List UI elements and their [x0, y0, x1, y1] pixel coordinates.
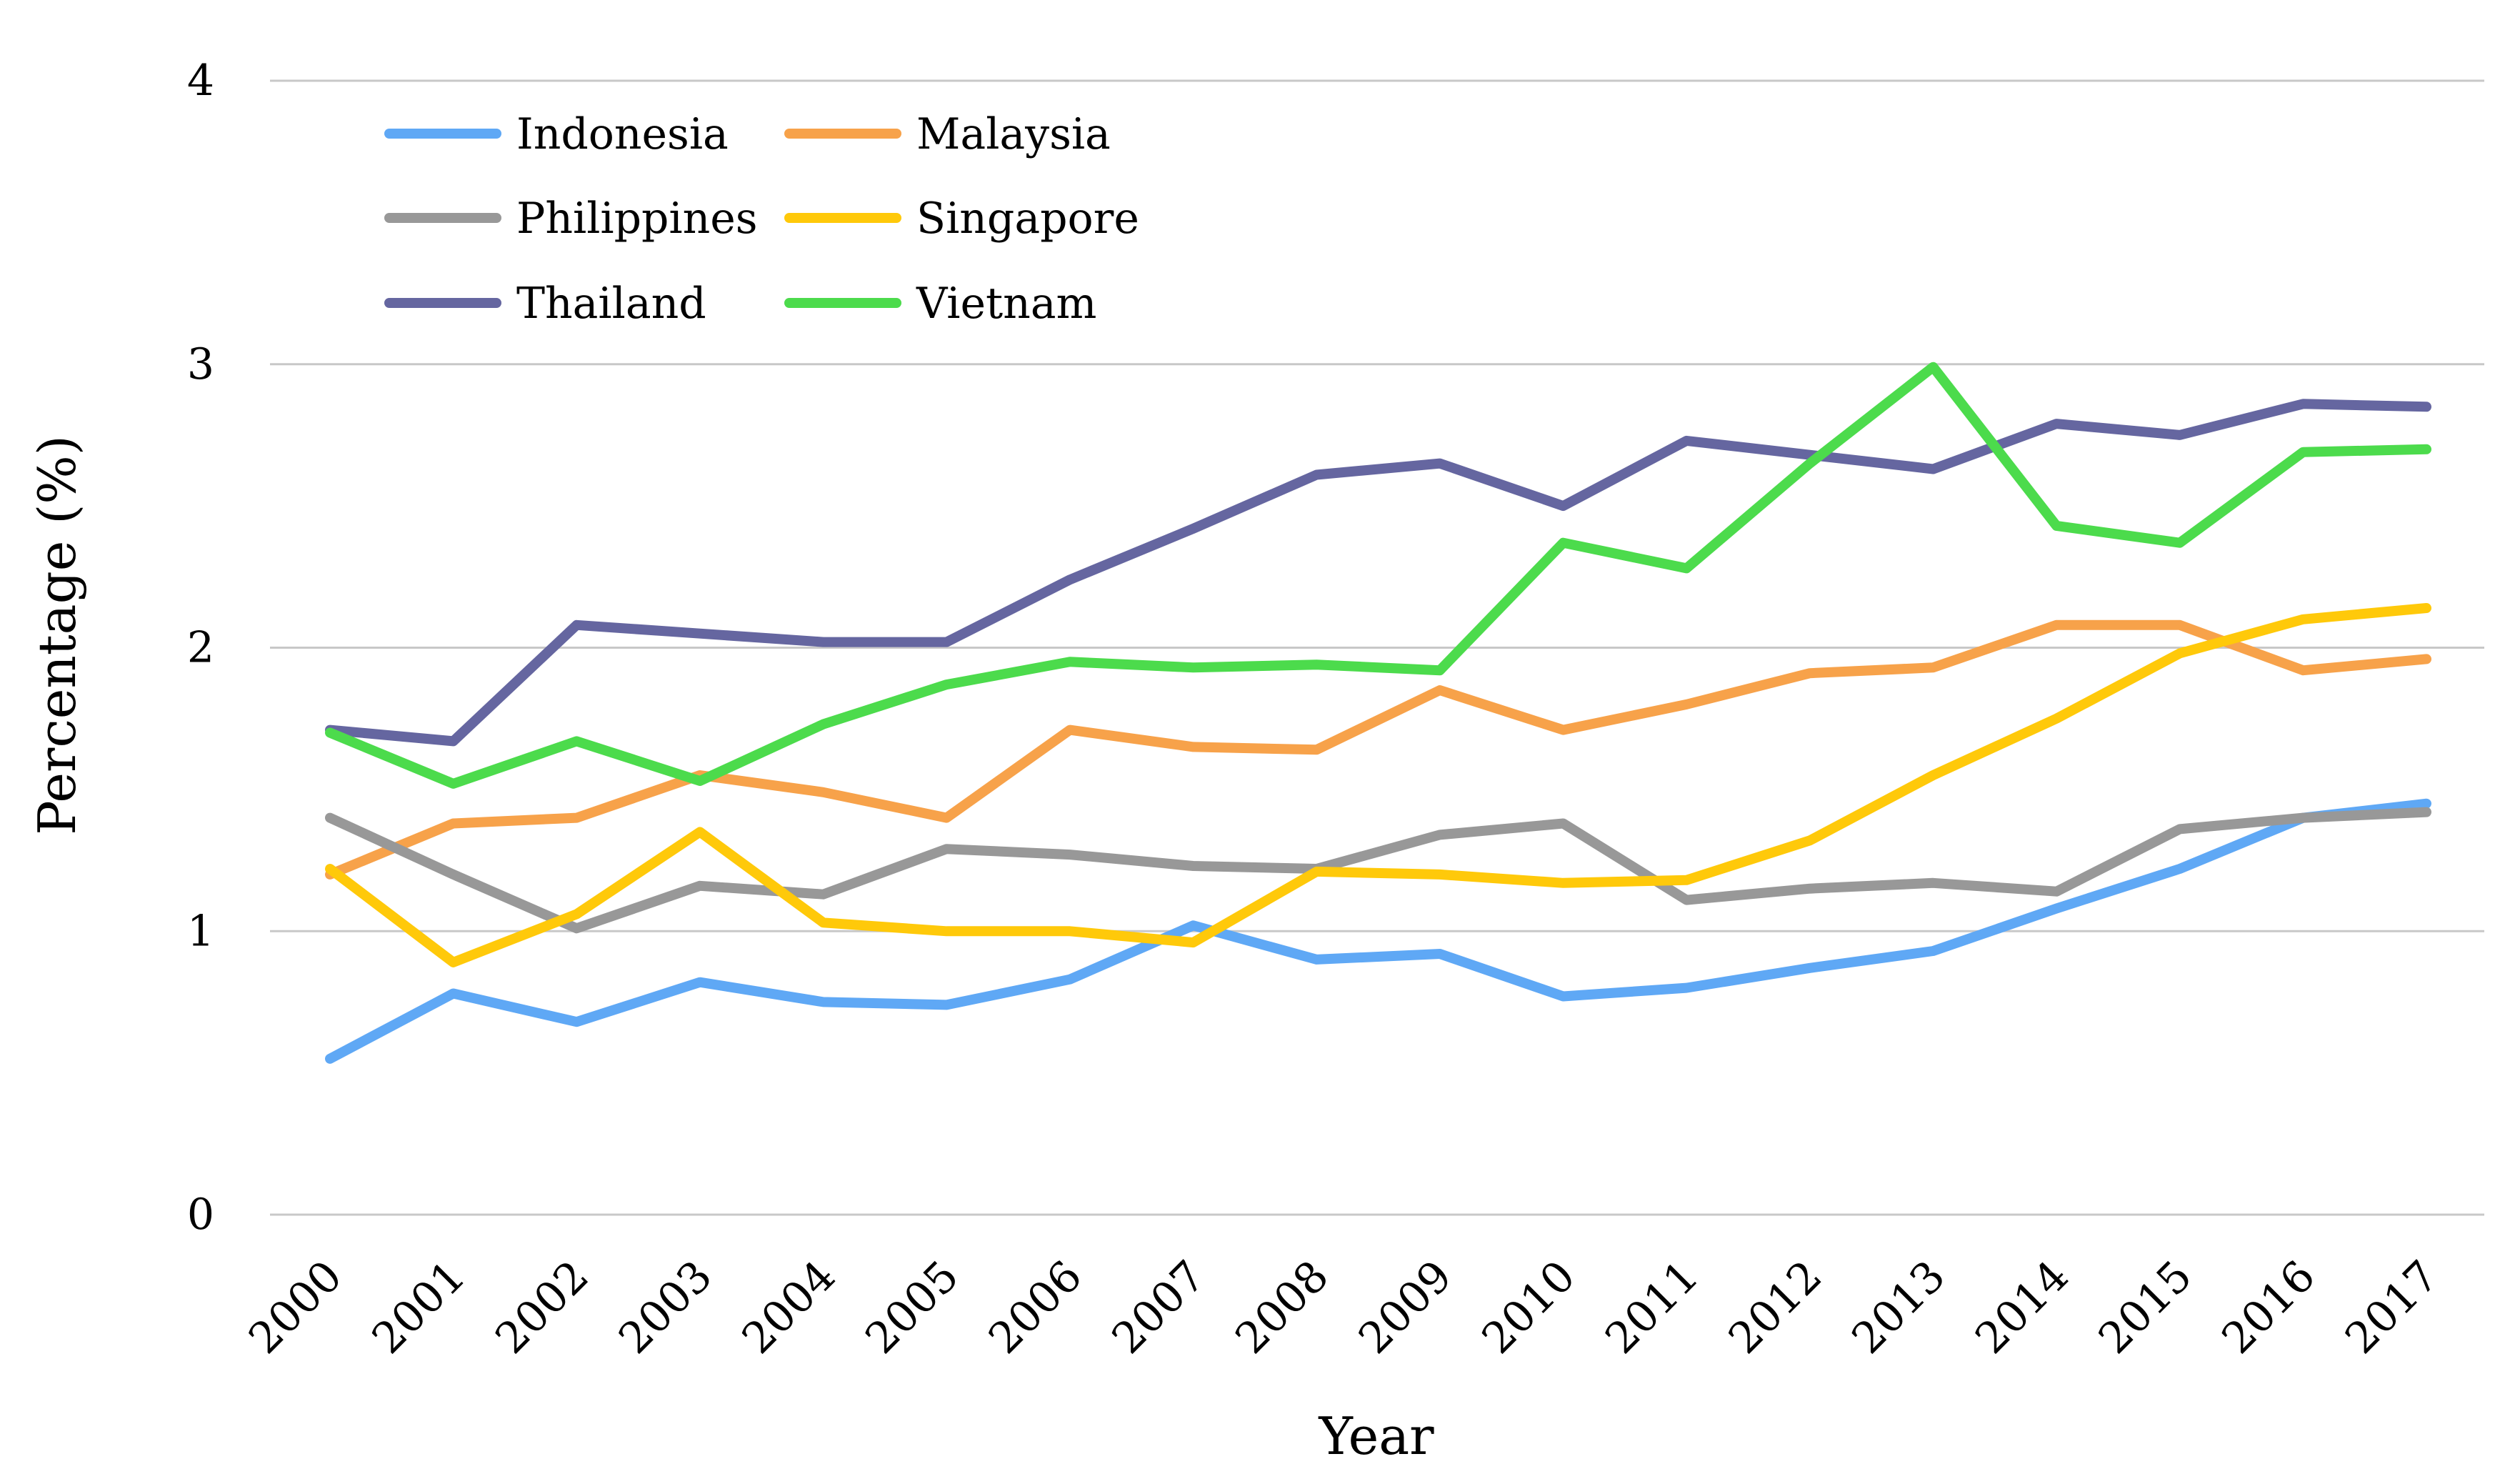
series-line-vietnam [325, 362, 2431, 789]
x-tick-label: 2014 [1966, 1251, 2078, 1363]
y-tick-label: 2 [187, 623, 214, 673]
x-tick-label: 2011 [1596, 1251, 1708, 1363]
x-tick-label: 2009 [1349, 1251, 1461, 1363]
x-tick-label: 2000 [239, 1251, 351, 1363]
y-axis-title: Percentage (%) [27, 435, 87, 835]
legend-label-malaysia: Malaysia [916, 109, 1111, 159]
legend-label-vietnam: Vietnam [916, 279, 1096, 329]
series-line-philippines [325, 807, 2431, 934]
x-tick-label: 2007 [1103, 1251, 1215, 1363]
legend-label-singapore: Singapore [916, 194, 1139, 244]
x-tick-label: 2004 [733, 1251, 845, 1363]
legend: Indonesia Malaysia Philippines Singapore Tha… [384, 109, 1139, 329]
y-tick-label: 0 [187, 1190, 214, 1240]
legend-label-thailand: Thailand [516, 279, 706, 329]
legend-label-indonesia: Indonesia [516, 109, 729, 159]
x-tick-label: 2006 [979, 1251, 1091, 1363]
x-tick-label: 2005 [856, 1251, 968, 1363]
x-tick-label: 2016 [2212, 1251, 2324, 1363]
x-tick-label: 2017 [2336, 1251, 2448, 1363]
x-axis-title: Year [1318, 1406, 1434, 1466]
gridlines [270, 79, 2484, 1216]
x-tick-label: 2010 [1473, 1251, 1585, 1363]
y-tick-label: 3 [187, 339, 214, 389]
x-tick-label: 2012 [1719, 1251, 1831, 1363]
series-line-singapore [325, 603, 2431, 967]
x-axis-ticks: 2000 2001 2002 2003 2004 2005 2006 2007 2008 2009… [239, 1251, 2448, 1363]
x-tick-label: 2008 [1226, 1251, 1338, 1363]
legend-label-philippines: Philippines [516, 194, 758, 244]
x-tick-label: 2013 [1843, 1251, 1955, 1363]
series-lines [325, 362, 2431, 1064]
x-tick-label: 2001 [363, 1251, 475, 1363]
y-axis-ticks: 0 1 2 3 4 [187, 56, 214, 1240]
series-line-indonesia [325, 798, 2431, 1064]
series-line-malaysia [325, 619, 2431, 880]
x-tick-label: 2002 [486, 1251, 598, 1363]
x-tick-label: 2015 [2089, 1251, 2201, 1363]
y-tick-label: 1 [187, 906, 214, 956]
x-tick-label: 2003 [609, 1251, 721, 1363]
series-line-thailand [325, 399, 2431, 747]
y-tick-label: 4 [187, 56, 214, 106]
